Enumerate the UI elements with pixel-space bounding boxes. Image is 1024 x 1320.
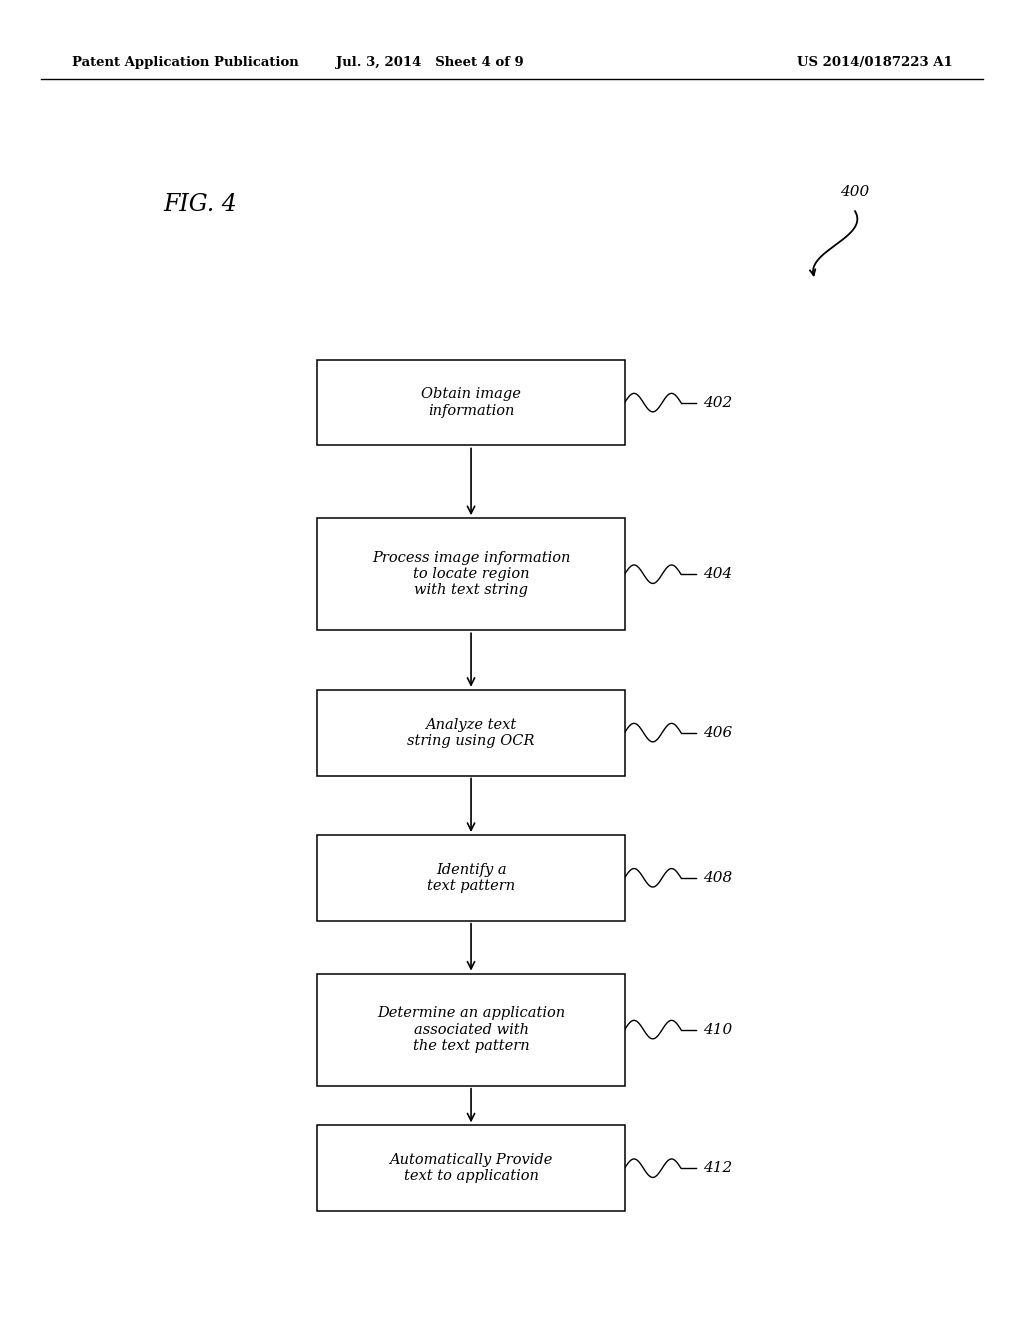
Text: Process image information
to locate region
with text string: Process image information to locate regi… bbox=[372, 550, 570, 598]
Text: FIG. 4: FIG. 4 bbox=[164, 193, 238, 216]
Text: 404: 404 bbox=[703, 568, 733, 581]
Text: Identify a
text pattern: Identify a text pattern bbox=[427, 863, 515, 892]
FancyBboxPatch shape bbox=[317, 1125, 625, 1212]
Text: US 2014/0187223 A1: US 2014/0187223 A1 bbox=[797, 55, 952, 69]
Text: Obtain image
information: Obtain image information bbox=[421, 388, 521, 417]
Text: 412: 412 bbox=[703, 1162, 733, 1175]
FancyBboxPatch shape bbox=[317, 689, 625, 776]
FancyBboxPatch shape bbox=[317, 359, 625, 445]
Text: 402: 402 bbox=[703, 396, 733, 409]
FancyBboxPatch shape bbox=[317, 519, 625, 631]
Text: Jul. 3, 2014   Sheet 4 of 9: Jul. 3, 2014 Sheet 4 of 9 bbox=[336, 55, 524, 69]
Text: 406: 406 bbox=[703, 726, 733, 739]
FancyBboxPatch shape bbox=[317, 974, 625, 1085]
Text: 400: 400 bbox=[840, 185, 869, 199]
Text: 408: 408 bbox=[703, 871, 733, 884]
Text: Automatically Provide
text to application: Automatically Provide text to applicatio… bbox=[389, 1154, 553, 1183]
Text: 410: 410 bbox=[703, 1023, 733, 1036]
Text: Patent Application Publication: Patent Application Publication bbox=[72, 55, 298, 69]
Text: Analyze text
string using OCR: Analyze text string using OCR bbox=[408, 718, 535, 747]
Text: Determine an application
associated with
the text pattern: Determine an application associated with… bbox=[377, 1006, 565, 1053]
FancyBboxPatch shape bbox=[317, 836, 625, 921]
